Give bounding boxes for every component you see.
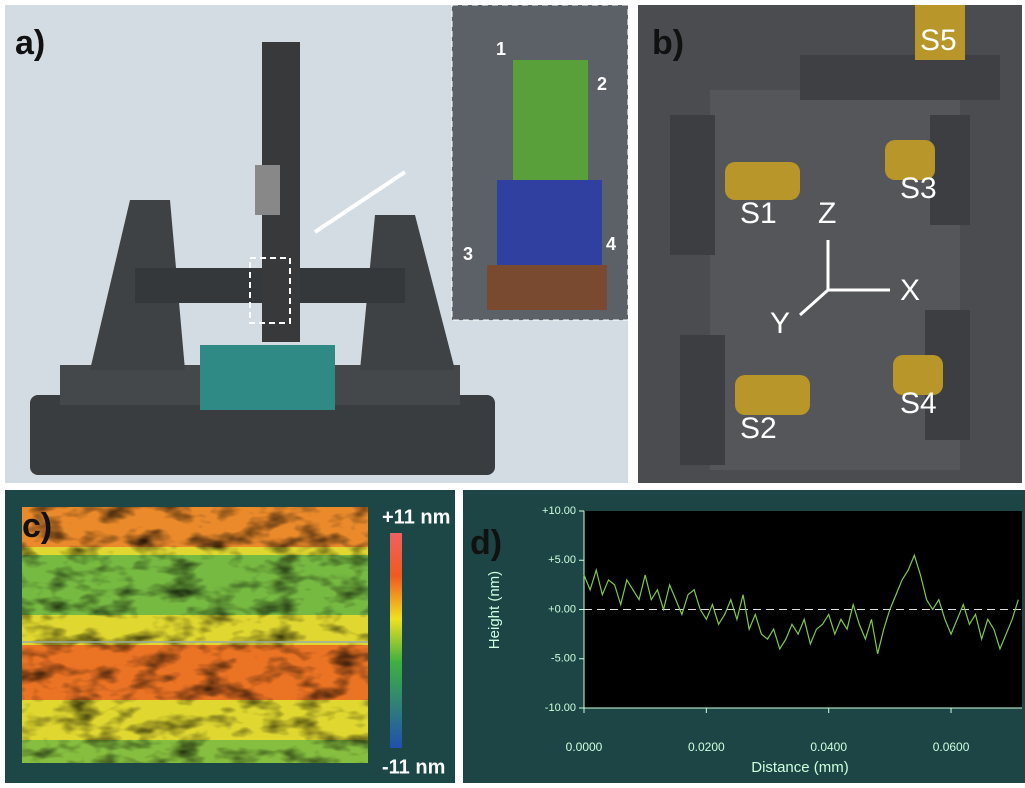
x-tick-label: 0.0200 xyxy=(688,740,725,754)
sensor-label: S3 xyxy=(900,172,937,205)
y-tick-label: +5.00 xyxy=(548,554,576,566)
panel-label: b) xyxy=(652,24,684,62)
panel-label: a) xyxy=(15,24,45,62)
colorbar-max: +11 nm xyxy=(382,506,450,528)
sensor-label: S4 xyxy=(900,387,937,420)
y-axis-label: Height (nm) xyxy=(486,571,503,649)
y-tick-label: -5.00 xyxy=(551,653,576,665)
callout: 3 xyxy=(463,244,473,264)
panel-b: b) S1 S2 S3 S4 S5 Z X Y xyxy=(638,5,1022,483)
callout: 2 xyxy=(597,74,607,94)
x-axis-label: Distance (mm) xyxy=(751,759,849,776)
x-tick-label: 0.0600 xyxy=(933,740,970,754)
y-tick-label: -10.00 xyxy=(545,702,576,714)
panel-a: a) 1 2 3 4 xyxy=(5,5,628,483)
callout: 4 xyxy=(606,234,616,254)
axis-label: Y xyxy=(770,307,790,340)
panel-label: d) xyxy=(470,524,502,562)
panel-d: d) Distance (mm) Height (nm) +10.00 +5.00… xyxy=(463,490,1025,783)
sensor-label: S2 xyxy=(740,412,777,445)
sensor-label: S5 xyxy=(920,24,957,57)
panel-c: c) +11 nm -11 nm xyxy=(5,490,455,783)
figure: a) 1 2 3 4 b) S1 S2 S3 S4 S5 Z X Y c) +1… xyxy=(0,0,1025,783)
callout: 1 xyxy=(496,39,506,59)
x-tick-label: 0.0400 xyxy=(810,740,847,754)
sensor-label: S1 xyxy=(740,197,777,230)
x-tick-label: 0.0000 xyxy=(566,740,603,754)
y-tick-label: +10.00 xyxy=(542,505,576,517)
y-tick-label: +0.00 xyxy=(548,603,576,615)
colorbar-min: -11 nm xyxy=(382,756,445,778)
axis-label: X xyxy=(900,274,920,307)
panel-label: c) xyxy=(22,507,52,545)
axis-label: Z xyxy=(818,197,836,230)
